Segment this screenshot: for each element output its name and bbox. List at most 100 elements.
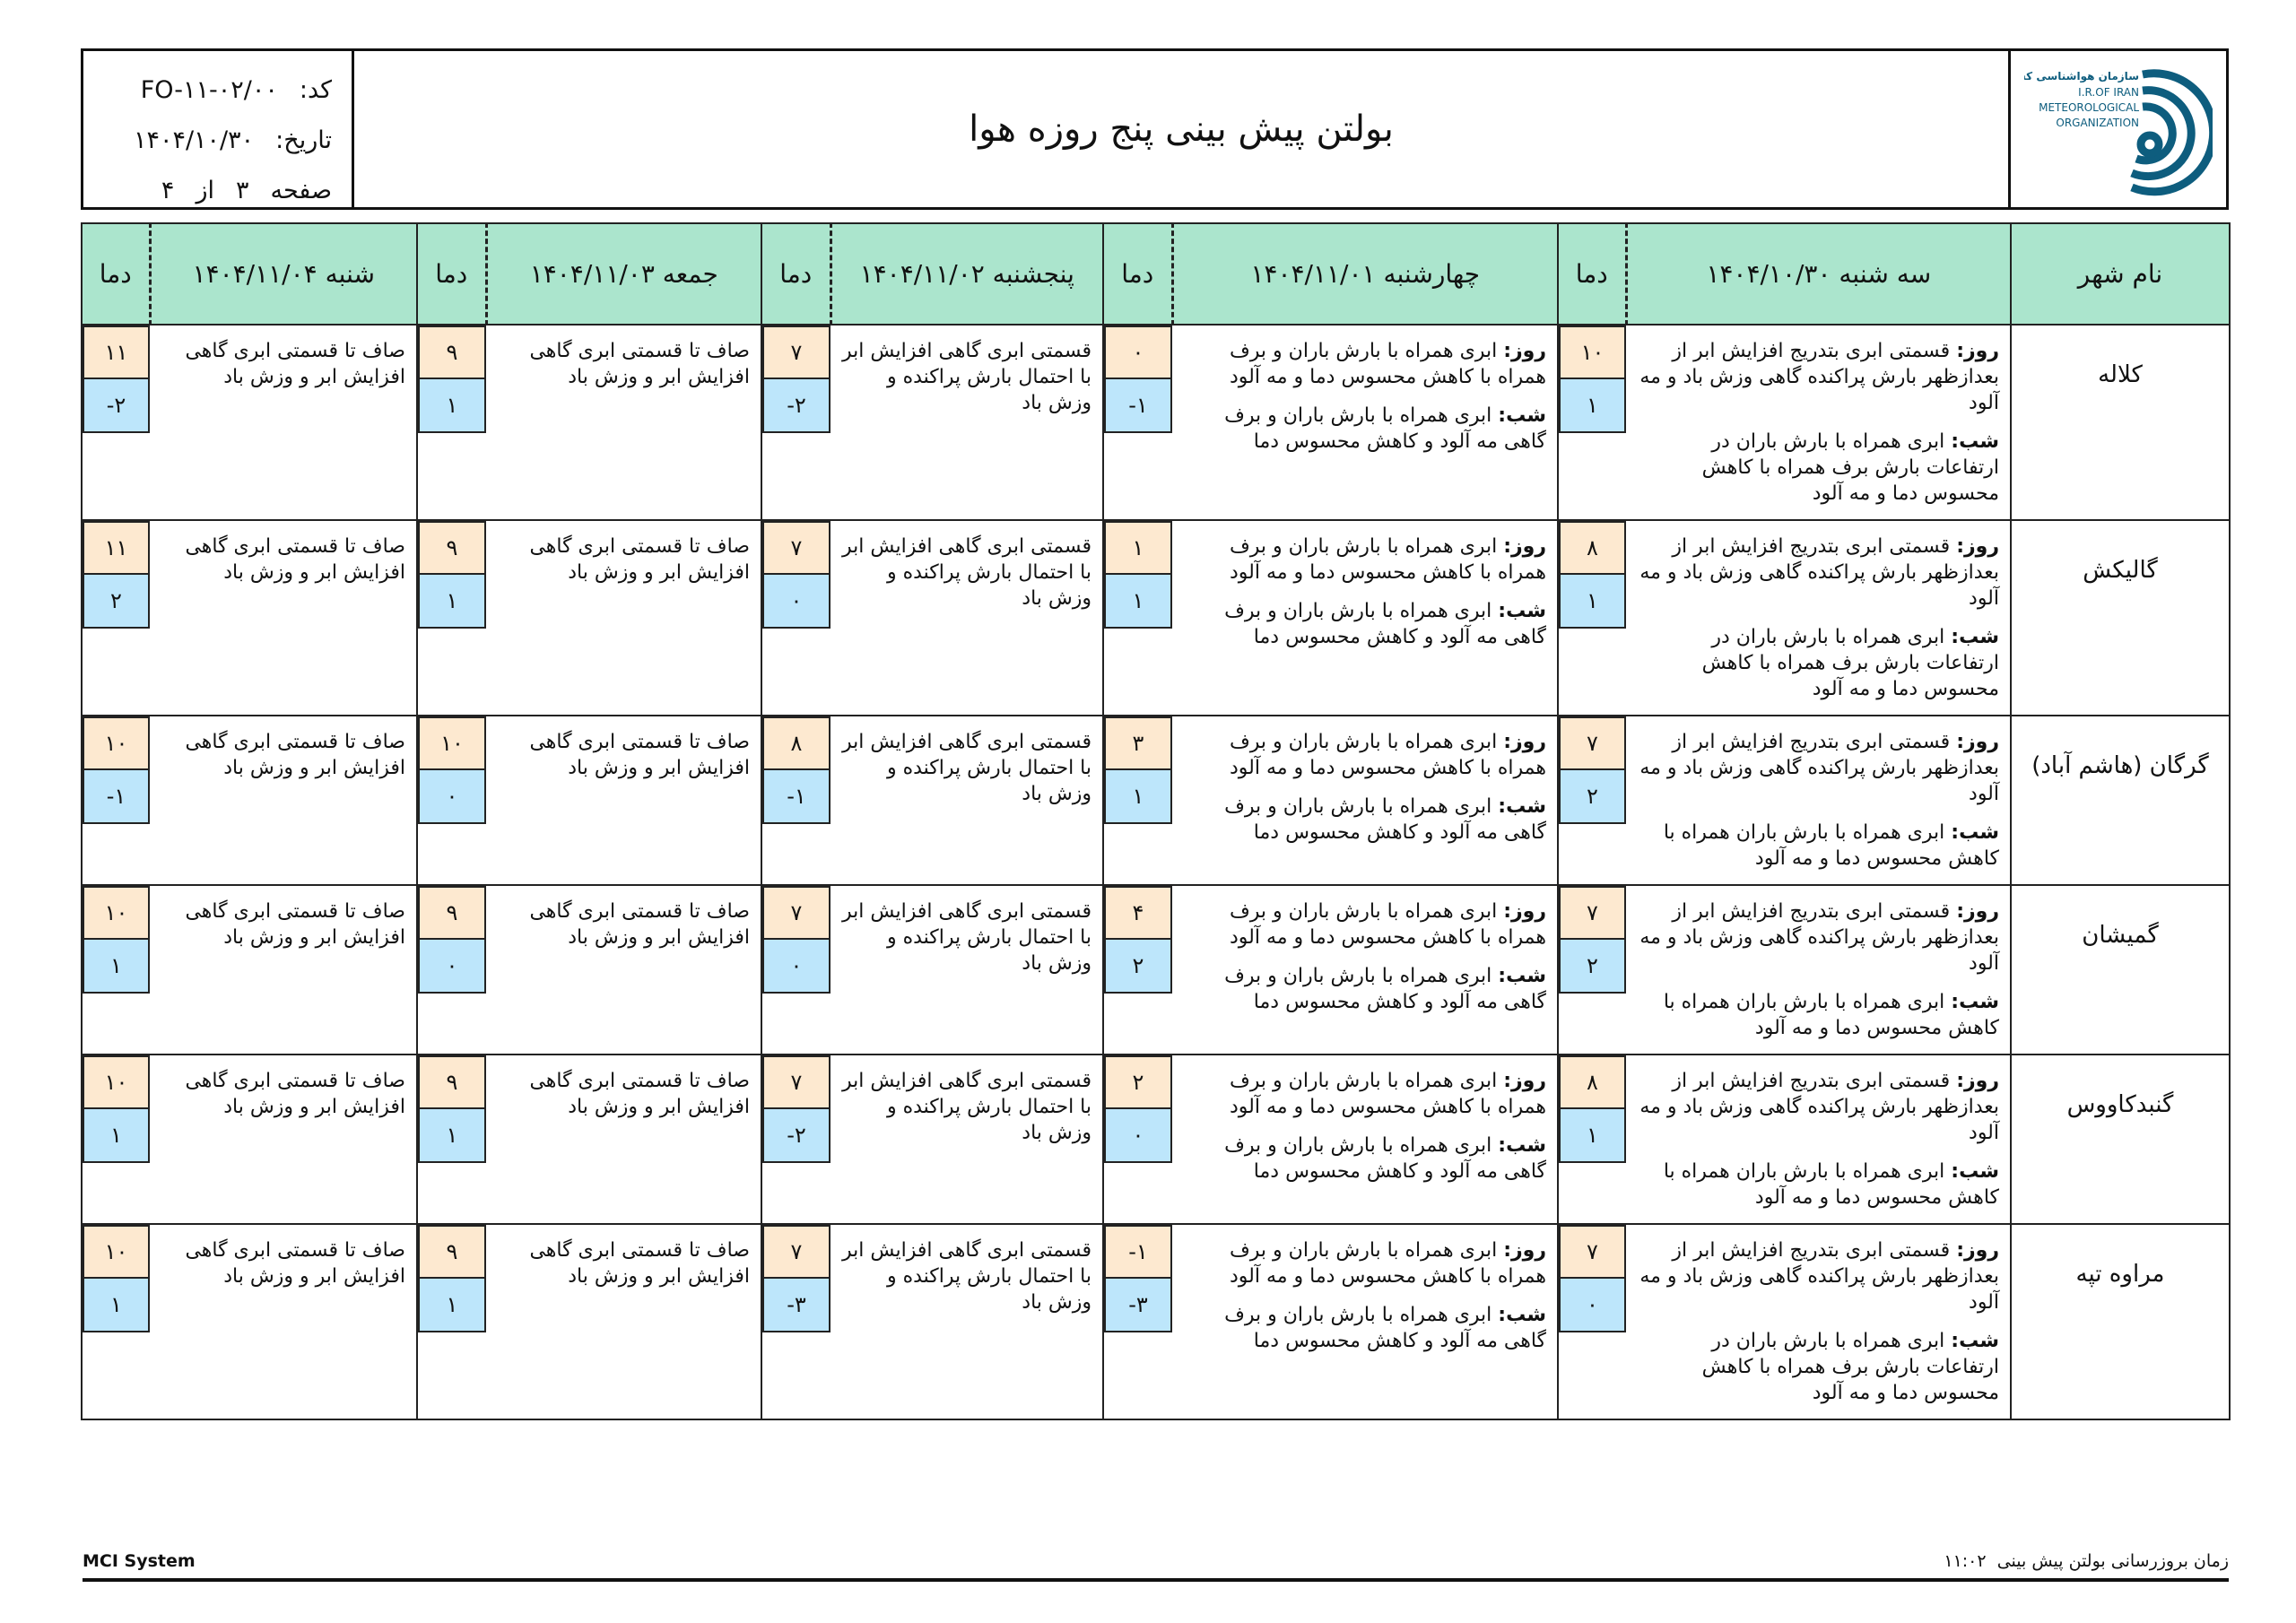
forecast-description: صاف تا قسمتی ابری گاهی افزایش ابر و وزش …	[486, 884, 762, 1055]
max-temperature: -۱	[1104, 1225, 1172, 1279]
forecast-text: صاف تا قسمتی ابری گاهی افزایش ابر و وزش …	[185, 1070, 405, 1118]
date-value: ۱۴۰۴/۱۰/۳۰	[133, 126, 255, 154]
temperature-column-header: دما	[1557, 222, 1628, 325]
min-temperature: ۱	[418, 575, 486, 629]
night-label: شب:	[1951, 430, 1999, 453]
night-forecast-text: ابری همراه با بارش باران و برف گاهی مه آ…	[1224, 404, 1546, 453]
min-temperature: ۱	[83, 1279, 150, 1332]
max-temperature: ۷	[1559, 1225, 1626, 1279]
forecast-description: صاف تا قسمتی ابری گاهی افزایش ابر و وزش …	[150, 519, 418, 716]
forecast-description: قسمتی ابری گاهی افزایش ابر با احتمال بار…	[831, 884, 1104, 1055]
min-temperature: ۲	[1559, 770, 1626, 824]
max-temperature: ۱	[1104, 521, 1172, 575]
forecast-description: روز: ابری همراه با بارش باران و برف همرا…	[1172, 324, 1559, 521]
forecast-description: صاف تا قسمتی ابری گاهی افزایش ابر و وزش …	[486, 715, 762, 886]
page-number: ۳	[235, 177, 249, 204]
max-temperature: ۱۰	[83, 1055, 150, 1109]
temperature-cell: ۰ -۱	[1102, 324, 1172, 521]
day-forecast-text: ابری همراه با بارش باران و برف همراه با …	[1229, 1239, 1546, 1288]
table-header-row: نام شهر سه شنبه ۱۴۰۴/۱۰/۳۰ دما چهارشنبه ۱۴…	[81, 222, 2231, 325]
night-label: شب:	[1498, 404, 1546, 427]
day-label: روز:	[1956, 1239, 1999, 1262]
day-forecast: روز: قسمتی ابری بتدریج افزایش ابر از بعد…	[1635, 898, 1999, 976]
day-forecast-text: قسمتی ابری بتدریج افزایش ابر از بعدازظهر…	[1639, 340, 1999, 414]
night-forecast: شب: ابری همراه با بارش باران و برف گاهی …	[1181, 794, 1546, 846]
temperature-cell: ۱۰ ۱	[81, 884, 150, 1055]
day-label: روز:	[1503, 1239, 1546, 1262]
night-label: شب:	[1951, 626, 1999, 648]
page-title: بولتن پیش بینی پنج روزه هوا	[969, 108, 1394, 150]
min-temperature: -۲	[762, 1109, 831, 1163]
min-temperature: -۱	[762, 770, 831, 824]
forecast-description: صاف تا قسمتی ابری گاهی افزایش ابر و وزش …	[150, 324, 418, 521]
night-forecast-text: ابری همراه با بارش باران در ارتفاعات بار…	[1701, 626, 1999, 700]
day-column-header: سه شنبه ۱۴۰۴/۱۰/۳۰	[1626, 222, 2012, 325]
day-forecast: روز: ابری همراه با بارش باران و برف همرا…	[1181, 1068, 1546, 1120]
night-label: شب:	[1951, 1330, 1999, 1352]
forecast-description: قسمتی ابری گاهی افزایش ابر با احتمال بار…	[831, 1054, 1104, 1225]
min-temperature: ۰	[418, 940, 486, 994]
day-label: روز:	[1956, 1070, 1999, 1092]
night-label: شب:	[1951, 821, 1999, 844]
night-label: شب:	[1951, 1160, 1999, 1183]
min-temperature: ۰	[762, 575, 831, 629]
temperature-cell: ۱۰ ۰	[416, 715, 486, 886]
max-temperature: ۷	[1559, 886, 1626, 940]
temperature-column-header: دما	[416, 222, 488, 325]
temperature-column-header: دما	[761, 222, 832, 325]
day-label: روز:	[1956, 340, 1999, 362]
day-forecast-text: ابری همراه با بارش باران و برف همراه با …	[1229, 340, 1546, 388]
max-temperature: ۹	[418, 1225, 486, 1279]
day-label: روز:	[1503, 731, 1546, 753]
night-label: شب:	[1498, 1304, 1546, 1326]
temperature-cell: ۱۰ ۱	[81, 1054, 150, 1225]
night-forecast: شب: ابری همراه با بارش باران در ارتفاعات…	[1635, 429, 1999, 507]
forecast-description: صاف تا قسمتی ابری گاهی افزایش ابر و وزش …	[150, 884, 418, 1055]
forecast-description: روز: ابری همراه با بارش باران و برف همرا…	[1172, 519, 1559, 716]
min-temperature: ۲	[83, 575, 150, 629]
footer-divider	[83, 1578, 2229, 1582]
night-forecast-text: ابری همراه با بارش باران و برف گاهی مه آ…	[1224, 600, 1546, 648]
forecast-description: روز: قسمتی ابری بتدریج افزایش ابر از بعد…	[1626, 715, 2012, 886]
night-forecast: شب: ابری همراه با بارش باران و برف گاهی …	[1181, 403, 1546, 455]
page-label: صفحه	[270, 177, 333, 204]
night-forecast-text: ابری همراه با بارش باران همراه با کاهش م…	[1663, 991, 1999, 1039]
min-temperature: ۲	[1104, 940, 1172, 994]
city-name: گرگان (هاشم آباد)	[2010, 715, 2231, 886]
night-forecast: شب: ابری همراه با بارش باران و برف گاهی …	[1181, 963, 1546, 1015]
night-forecast-text: ابری همراه با بارش باران و برف گاهی مه آ…	[1224, 965, 1546, 1013]
forecast-description: روز: ابری همراه با بارش باران و برف همرا…	[1172, 1054, 1559, 1225]
min-temperature: -۲	[762, 379, 831, 433]
min-temperature: ۱	[1559, 575, 1626, 629]
forecast-text: صاف تا قسمتی ابری گاهی افزایش ابر و وزش …	[529, 731, 750, 779]
table-row: گالیکش روز: قسمتی ابری بتدریج افزایش ابر …	[81, 519, 2231, 716]
day-forecast-text: ابری همراه با بارش باران و برف همراه با …	[1229, 900, 1546, 949]
day-forecast: روز: قسمتی ابری بتدریج افزایش ابر از بعد…	[1635, 1068, 1999, 1146]
forecast-text: قسمتی ابری گاهی افزایش ابر با احتمال بار…	[842, 1239, 1091, 1314]
min-temperature: -۲	[83, 379, 150, 433]
forecast-description: روز: ابری همراه با بارش باران و برف همرا…	[1172, 1223, 1559, 1420]
max-temperature: ۱۰	[83, 716, 150, 770]
forecast-text: صاف تا قسمتی ابری گاهی افزایش ابر و وزش …	[529, 1070, 750, 1118]
day-label: روز:	[1503, 340, 1546, 362]
forecast-text: صاف تا قسمتی ابری گاهی افزایش ابر و وزش …	[185, 340, 405, 388]
min-temperature: ۱	[418, 1109, 486, 1163]
forecast-text: صاف تا قسمتی ابری گاهی افزایش ابر و وزش …	[529, 900, 750, 949]
min-temperature: ۱	[1559, 1109, 1626, 1163]
forecast-description: روز: ابری همراه با بارش باران و برف همرا…	[1172, 715, 1559, 886]
min-temperature: ۱	[1559, 379, 1626, 433]
forecast-description: روز: قسمتی ابری بتدریج افزایش ابر از بعد…	[1626, 519, 2012, 716]
night-forecast-text: ابری همراه با بارش باران در ارتفاعات بار…	[1701, 430, 1999, 505]
day-forecast: روز: قسمتی ابری بتدریج افزایش ابر از بعد…	[1635, 729, 1999, 807]
day-forecast-text: ابری همراه با بارش باران و برف همراه با …	[1229, 535, 1546, 584]
max-temperature: ۸	[1559, 1055, 1626, 1109]
forecast-description: صاف تا قسمتی ابری گاهی افزایش ابر و وزش …	[486, 1223, 762, 1420]
forecast-description: روز: ابری همراه با بارش باران و برف همرا…	[1172, 884, 1559, 1055]
max-temperature: ۷	[762, 1055, 831, 1109]
